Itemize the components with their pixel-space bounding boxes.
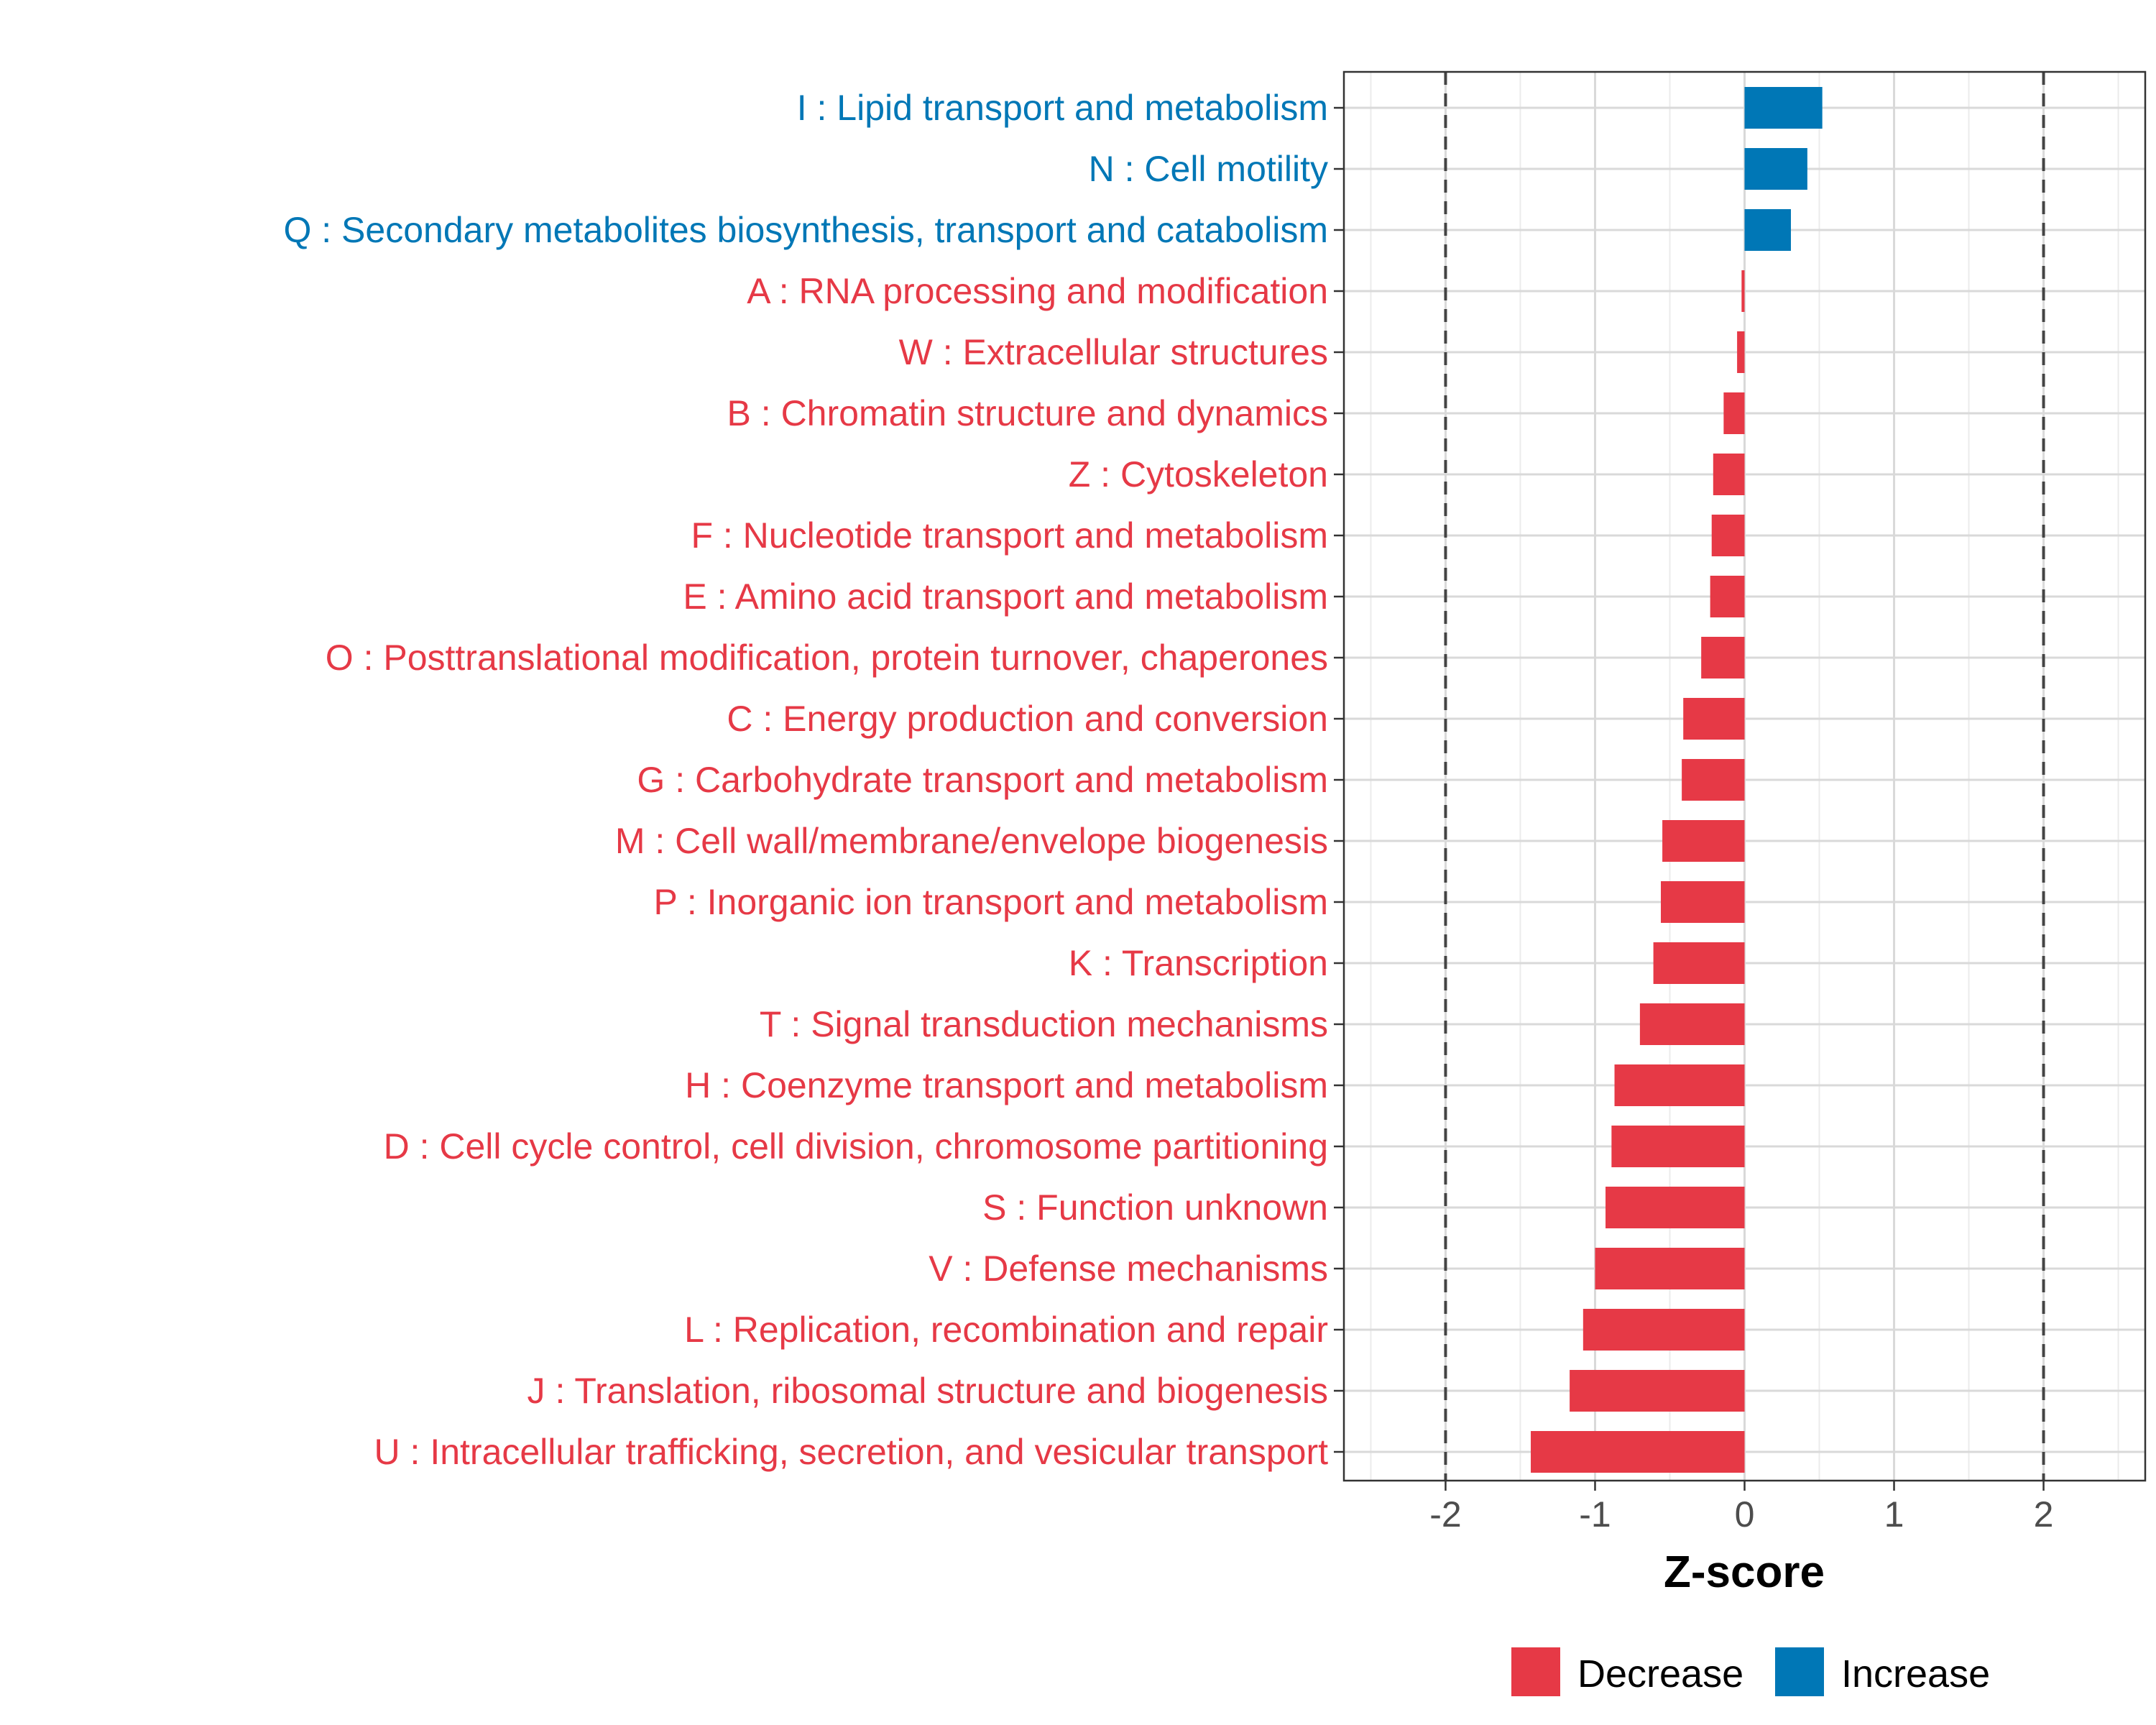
bar <box>1595 1248 1745 1289</box>
category-label: D : Cell cycle control, cell division, c… <box>384 1126 1328 1167</box>
x-tick-label: 0 <box>1735 1494 1755 1535</box>
bar <box>1531 1431 1745 1473</box>
category-label: K : Transcription <box>1069 943 1328 983</box>
bar <box>1639 1003 1745 1045</box>
x-axis-title: Z-score <box>1664 1547 1825 1597</box>
category-label: F : Nucleotide transport and metabolism <box>691 515 1328 556</box>
bar <box>1744 209 1791 251</box>
reference-lines <box>1444 72 2045 1481</box>
bar <box>1713 454 1745 495</box>
category-label: B : Chromatin structure and dynamics <box>727 393 1328 433</box>
legend-swatch-increase <box>1775 1647 1824 1696</box>
bar <box>1683 698 1745 740</box>
legend-label-increase: Increase <box>1841 1652 1990 1696</box>
category-label: M : Cell wall/membrane/envelope biogenes… <box>615 821 1328 861</box>
bar <box>1701 637 1745 678</box>
bar <box>1744 87 1823 129</box>
bar <box>1741 270 1745 312</box>
x-axis-ticks: -2 -1 0 1 2 <box>1429 1481 2053 1535</box>
bar <box>1662 820 1745 862</box>
bar <box>1744 148 1807 190</box>
category-label: H : Coenzyme transport and metabolism <box>685 1065 1328 1105</box>
category-label: S : Function unknown <box>982 1187 1328 1228</box>
bar <box>1606 1187 1745 1228</box>
category-label: C : Energy production and conversion <box>727 699 1328 739</box>
x-tick-label: -2 <box>1429 1494 1461 1535</box>
category-label: N : Cell motility <box>1089 149 1328 189</box>
bar <box>1570 1370 1745 1412</box>
category-label: Z : Cytoskeleton <box>1069 454 1328 494</box>
bar <box>1723 392 1745 434</box>
category-label: L : Replication, recombination and repai… <box>684 1310 1328 1350</box>
legend-label-decrease: Decrease <box>1577 1652 1743 1696</box>
bar <box>1682 759 1745 801</box>
category-label: J : Translation, ribosomal structure and… <box>528 1371 1328 1411</box>
x-tick-label: -1 <box>1579 1494 1611 1535</box>
bar <box>1611 1126 1745 1167</box>
bar <box>1737 331 1745 373</box>
category-label: Q : Secondary metabolites biosynthesis, … <box>283 210 1328 250</box>
y-axis-ticks <box>1334 106 1344 1453</box>
y-axis-labels: I : Lipid transport and metabolism N : Ce… <box>283 88 1328 1472</box>
category-label: W : Extracellular structures <box>899 332 1328 372</box>
legend: Decrease Increase <box>1511 1647 1990 1696</box>
bars <box>1531 87 1823 1473</box>
category-label: G : Carbohydrate transport and metabolis… <box>637 760 1328 800</box>
category-label: A : RNA processing and modification <box>747 271 1328 311</box>
bar <box>1711 515 1745 556</box>
bar <box>1653 942 1745 984</box>
category-label: T : Signal transduction mechanisms <box>760 1004 1328 1044</box>
bar <box>1661 881 1745 923</box>
legend-swatch-decrease <box>1511 1647 1560 1696</box>
category-label: I : Lipid transport and metabolism <box>797 88 1328 128</box>
bar <box>1583 1309 1745 1351</box>
category-label: E : Amino acid transport and metabolism <box>683 576 1328 617</box>
category-label: V : Defense mechanisms <box>929 1248 1328 1289</box>
x-tick-label: 1 <box>1884 1494 1904 1535</box>
category-label: P : Inorganic ion transport and metaboli… <box>654 882 1328 922</box>
category-label: U : Intracellular trafficking, secretion… <box>374 1432 1329 1472</box>
bar <box>1614 1064 1745 1106</box>
bar <box>1710 576 1745 617</box>
x-tick-label: 2 <box>2034 1494 2054 1535</box>
category-label: O : Posttranslational modification, prot… <box>326 638 1328 678</box>
